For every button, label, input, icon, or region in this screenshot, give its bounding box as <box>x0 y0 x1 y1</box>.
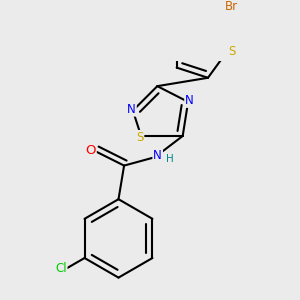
Text: N: N <box>127 103 136 116</box>
Text: S: S <box>136 131 143 144</box>
Text: O: O <box>85 144 96 157</box>
Text: Cl: Cl <box>55 262 67 275</box>
Text: N: N <box>153 149 162 162</box>
Text: S: S <box>228 45 235 58</box>
Text: Br: Br <box>225 0 239 13</box>
Text: H: H <box>167 154 174 164</box>
Text: N: N <box>185 94 194 107</box>
